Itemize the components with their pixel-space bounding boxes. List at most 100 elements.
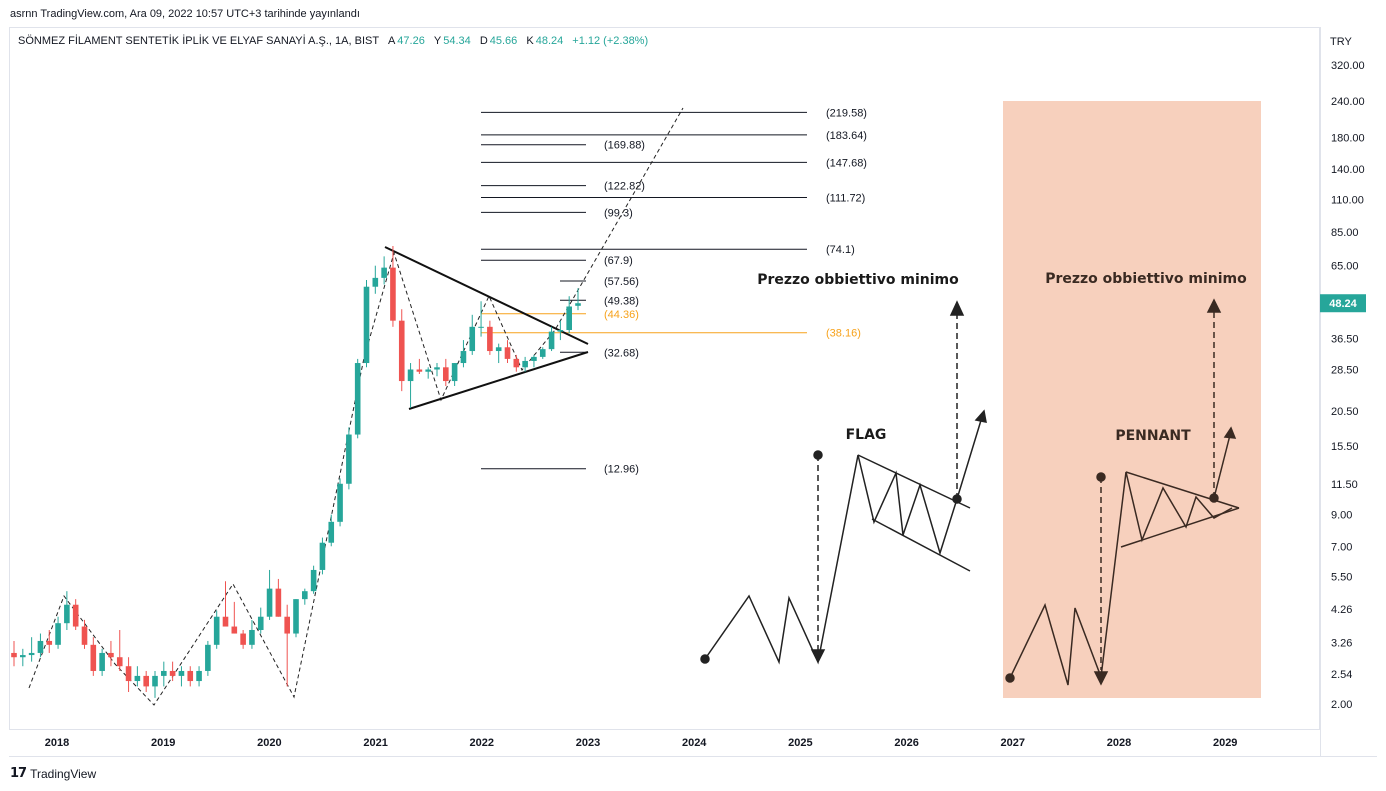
price-axis[interactable] [1320,27,1377,757]
candle-body [196,670,202,682]
tradingview-logo-icon: 17 [10,766,27,781]
candle-body [354,363,361,435]
low-label: D [479,35,488,47]
target-level-label: (67.9) [604,255,633,267]
pennant-target-arrowhead [1206,298,1222,313]
current-price-label: 48.24 [1329,298,1357,310]
candle-body [116,657,123,667]
pennant-top-dot [1096,472,1106,482]
candle-body [557,330,564,332]
flag-target-arrowhead [949,300,965,316]
pennant-lower-line [1120,507,1240,548]
symbol-legend: SÖNMEZ FİLAMENT SENTETİK İPLİK VE ELYAF … [18,35,648,47]
price-tick-label: 65.00 [1331,261,1359,273]
candle-body [319,542,326,570]
candle-body [28,652,35,656]
candle-body [293,599,299,634]
open-value: 47.26 [397,35,425,47]
level-lines: (219.58) (183.64) (169.88) (147.68) (122.82)… [481,107,867,476]
candle-body [495,347,502,352]
flag-start-dot [700,654,710,664]
pennant-zigzag [1009,471,1233,686]
target-label-left: Prezzo obbiettivo minimo [757,272,959,288]
candle-body [275,588,282,617]
time-tick-label: 2026 [894,737,918,749]
price-tick-label: 28.50 [1331,364,1359,376]
time-tick-label: 2024 [682,737,707,749]
candle-body [434,367,440,370]
triangle-upper-line [384,246,589,345]
pennant-illustration-background [1003,101,1261,698]
price-tick-label: 180.00 [1331,132,1365,144]
candle-body [310,569,317,592]
price-tick-label: 15.50 [1331,441,1359,453]
time-tick-label: 2022 [470,737,494,749]
candle-body [284,616,290,634]
candle-body [443,367,449,382]
candle-body [46,640,53,645]
price-tick-label: 2.54 [1331,669,1352,681]
candle-body [478,326,484,328]
time-tick-label: 2023 [576,737,600,749]
candle-body [108,652,114,658]
candle-body [213,616,220,645]
candle-body [539,349,546,357]
price-tick-label: 4.26 [1331,604,1352,616]
pennant-measure-arrowhead [1093,671,1109,686]
brand-name: TradingView [30,766,97,781]
candle-body [125,666,132,682]
price-tick-label: 36.50 [1331,333,1359,345]
target-level-label: (99.3) [604,207,633,219]
tradingview-footer[interactable]: 17 TradingView [10,766,96,781]
pennant-start-dot [1005,673,1015,683]
time-tick-label: 2025 [788,737,812,749]
candle-body [90,644,97,671]
candle-body [240,633,246,645]
target-level-label: (12.96) [604,464,639,476]
candle-body [81,626,88,645]
price-tick-label: 7.00 [1331,541,1352,553]
pennant-breakout-arrowhead [1223,426,1237,439]
flag-upper-line [857,454,971,509]
flag-lower-line [871,518,971,572]
zigzag-dashed-path [28,107,684,706]
target-level-label: (122.82) [604,181,645,193]
candle-body [566,306,572,331]
target-level-label: (57.56) [604,276,639,288]
candle-body [390,267,396,321]
candle-body [72,604,79,627]
candle-body [99,652,105,671]
candle-body [416,369,423,372]
candle-body [205,644,211,671]
candle-body [469,326,476,352]
publish-info: asrnn TradingView.com, Ara 09, 2022 10:5… [10,8,360,20]
candle-body [257,616,264,630]
candle-body [249,629,255,645]
time-axis-labels: 2018 2019 2020 2021 2022 2023 2024 2025 2026 2027… [45,737,1238,749]
triangle-lower-line [408,351,589,410]
target-level-label: (219.58) [826,107,867,119]
flag-zigzag [704,416,983,665]
candle-body [178,670,185,676]
candle-body [266,588,273,617]
time-tick-label: 2019 [151,737,175,749]
target-level-label: (38.16) [826,328,861,340]
flag-breakout-arrowhead [974,409,987,423]
chart-pane[interactable] [9,27,1320,730]
candle-body [231,626,238,634]
time-tick-label: 2029 [1213,737,1237,749]
pennant-illustration [1005,298,1240,686]
candle-body [11,652,17,658]
target-level-label: (147.68) [826,157,867,169]
flag-measure-arrowhead [810,649,826,664]
price-tick-label: 320.00 [1331,60,1365,72]
flag-top-dot [813,450,823,460]
price-tick-label: 85.00 [1331,227,1359,239]
symbol-name: SÖNMEZ FİLAMENT SENTETİK İPLİK VE ELYAF … [18,35,379,47]
flag-title: FLAG [846,427,887,443]
time-tick-label: 2027 [1001,737,1025,749]
candle-body [20,655,26,658]
candle-body [504,347,511,359]
candles [11,246,581,698]
